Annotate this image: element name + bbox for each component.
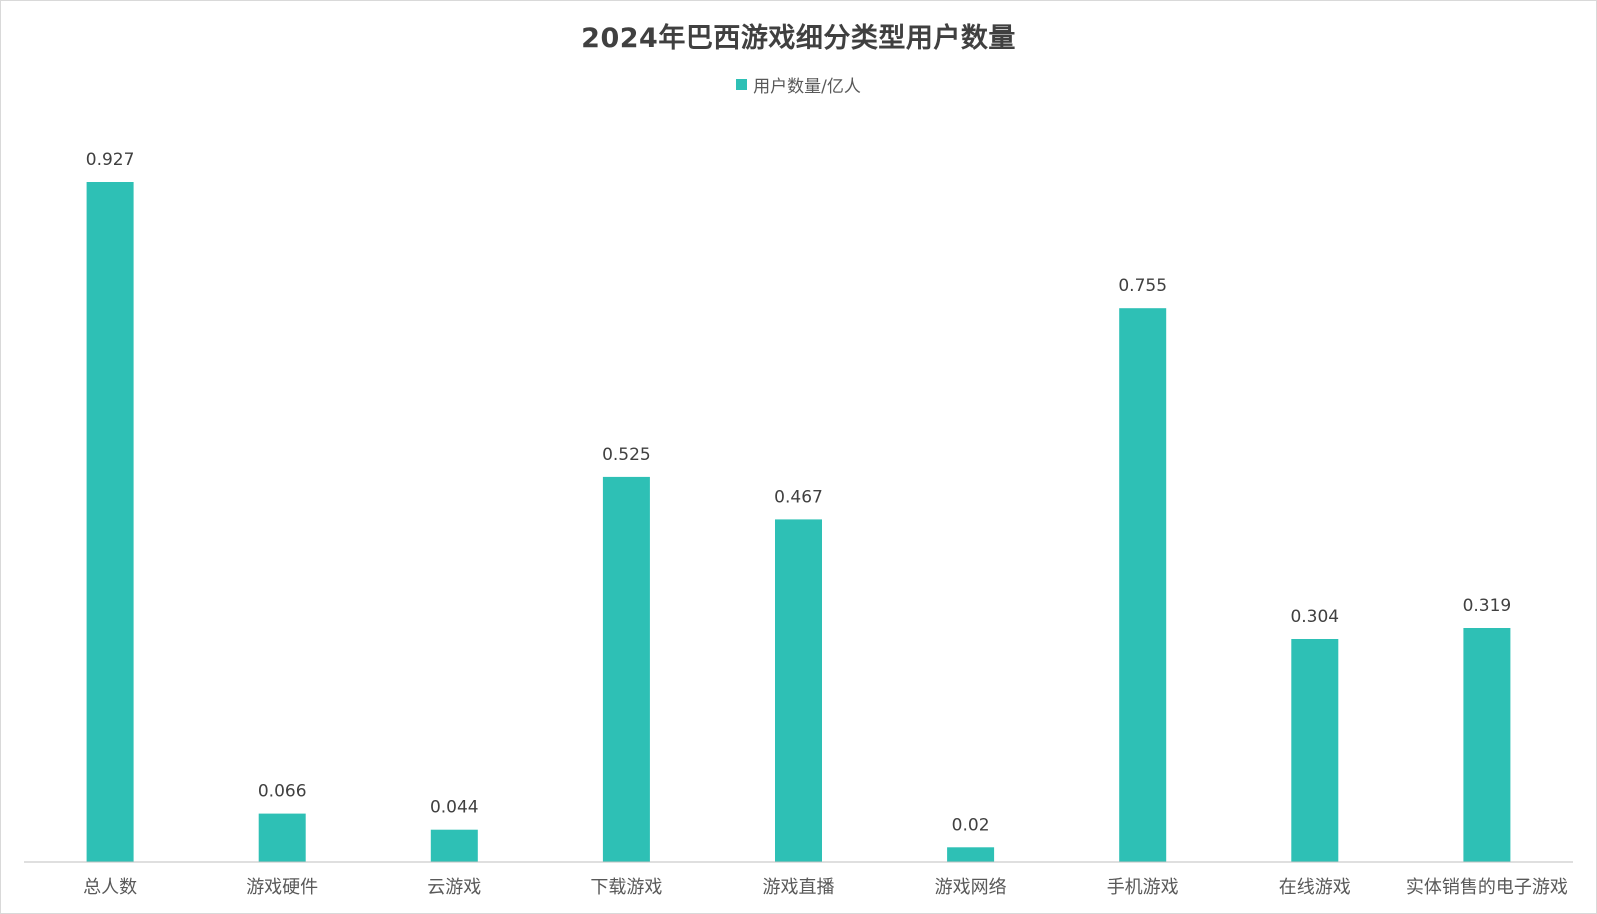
bar-value-label-4: 0.525 — [602, 445, 651, 465]
bar-1 — [86, 182, 134, 862]
legend-label: 用户数量/亿人 — [753, 77, 861, 97]
bar-7 — [1119, 308, 1167, 862]
category-label-5: 游戏直播 — [763, 877, 835, 898]
bar-9 — [1463, 628, 1511, 862]
bar-value-label-8: 0.304 — [1290, 607, 1339, 627]
bar-value-label-9: 0.319 — [1463, 596, 1512, 616]
bar-6 — [947, 847, 995, 862]
legend-swatch — [736, 79, 748, 90]
category-labels-group: 总人数 游戏硬件 云游戏 下载游戏 游戏直播 游戏网络 手机游戏 在线游戏 实体销售的电子游戏 — [83, 877, 1568, 898]
bar-value-label-3: 0.044 — [430, 798, 479, 818]
bar-5 — [775, 519, 822, 862]
category-label-3: 云游戏 — [427, 877, 481, 898]
category-label-4: 下载游戏 — [590, 877, 662, 898]
bar-value-label-7: 0.755 — [1118, 276, 1167, 296]
bar-value-label-6: 0.02 — [952, 815, 990, 835]
category-label-9: 实体销售的电子游戏 — [1406, 877, 1568, 898]
category-label-8: 在线游戏 — [1279, 877, 1351, 898]
category-label-6: 游戏网络 — [935, 877, 1007, 898]
legend: 用户数量/亿人 — [0, 72, 1597, 97]
bar-value-label-2: 0.066 — [258, 782, 307, 802]
bar-2 — [258, 813, 306, 862]
category-label-2: 游戏硬件 — [246, 877, 318, 898]
bar-value-label-1: 0.927 — [86, 150, 135, 170]
chart-title: 2024年巴西游戏细分类型用户数量 — [581, 23, 1016, 54]
bars-group — [86, 182, 1511, 862]
bar-value-label-5: 0.467 — [774, 487, 823, 507]
value-labels-group: 0.927 0.066 0.044 0.525 0.467 0.02 0.755 0.304 0… — [86, 150, 1511, 835]
bar-3 — [430, 829, 478, 862]
category-label-1: 总人数 — [83, 877, 137, 898]
bar-4 — [602, 476, 650, 862]
bar-8 — [1291, 639, 1339, 862]
category-label-7: 手机游戏 — [1107, 877, 1179, 898]
